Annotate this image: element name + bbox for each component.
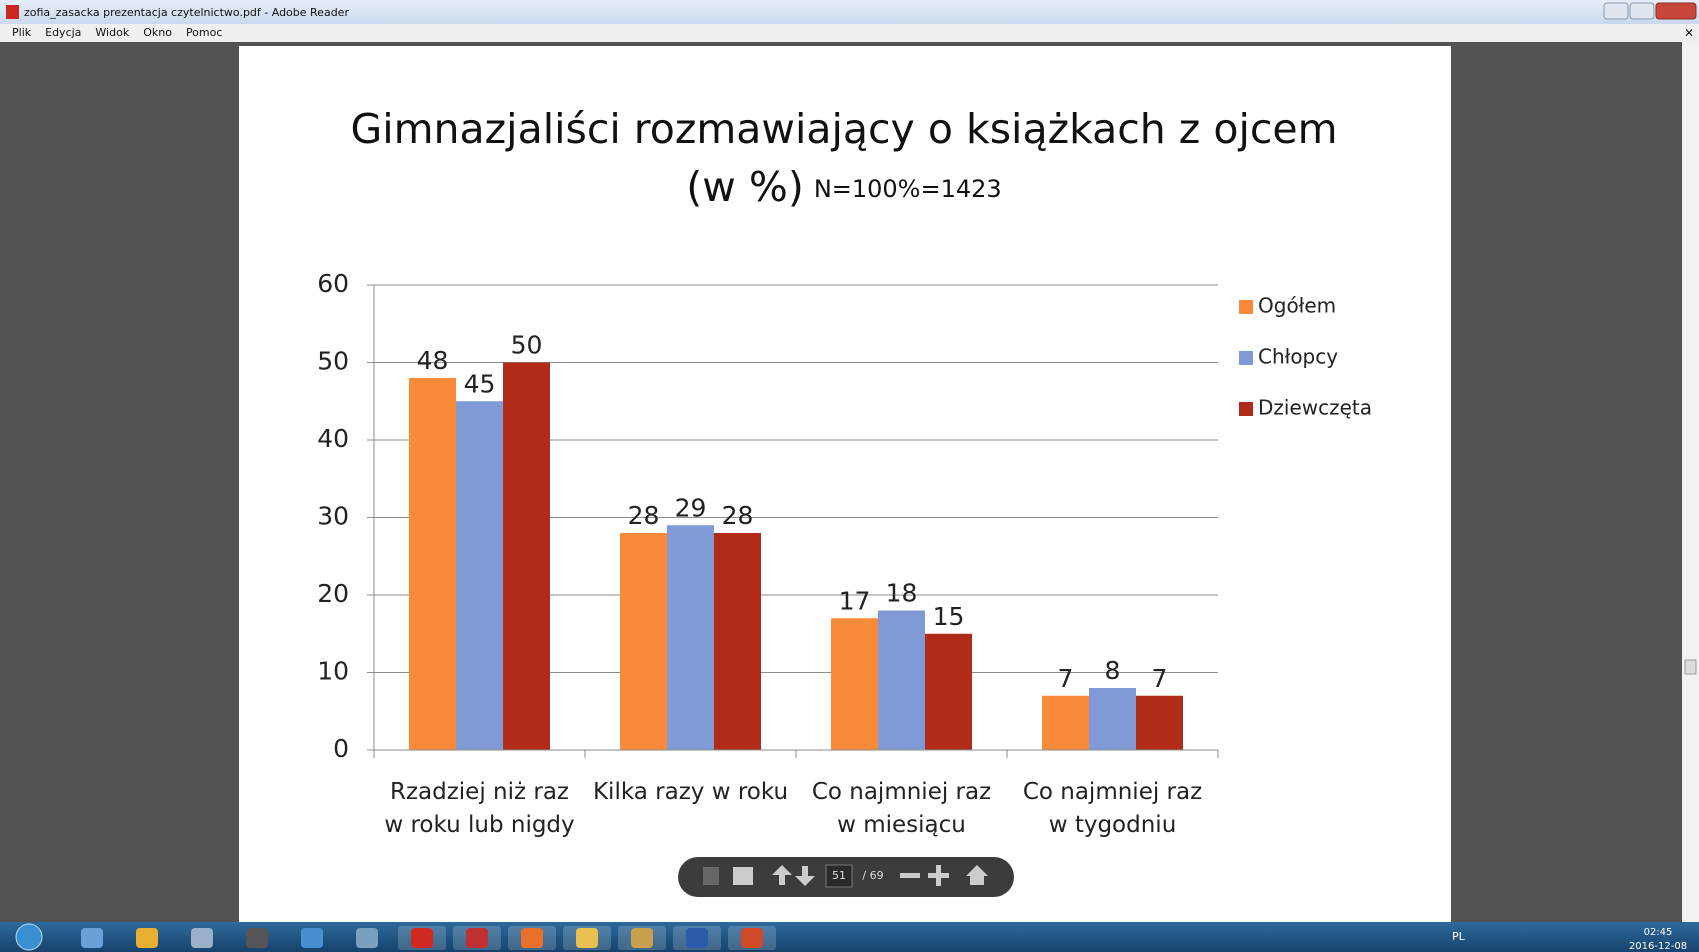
menu-item[interactable]: Plik xyxy=(12,26,32,39)
y-tick-label: 60 xyxy=(317,269,349,298)
app-icon xyxy=(466,928,488,948)
bar xyxy=(925,634,972,750)
app-icon xyxy=(521,928,543,948)
language: PL xyxy=(1452,930,1466,943)
app-icon xyxy=(136,928,158,948)
data-label: 28 xyxy=(628,501,660,530)
data-label: 50 xyxy=(511,331,543,360)
app-icon xyxy=(191,928,213,948)
start-button[interactable] xyxy=(16,924,42,950)
x-tick-label: Co najmniej raz w miesiącu xyxy=(799,776,1004,842)
screen: zofia_zasacka prezentacja czytelnictwo.p… xyxy=(0,0,1699,952)
legend-label: Dziewczęta xyxy=(1258,396,1372,420)
legend-swatch xyxy=(1239,402,1253,416)
bar xyxy=(409,378,456,750)
menu-item[interactable]: Widok xyxy=(95,26,129,39)
chart-note: N=100%=1423 xyxy=(814,175,1002,203)
clock-date: 2016-12-08 xyxy=(1629,941,1687,952)
y-tick-label: 30 xyxy=(317,502,349,531)
menu-item[interactable]: Pomoc xyxy=(186,26,222,39)
bar xyxy=(1042,696,1089,750)
scrollbar[interactable] xyxy=(1682,42,1699,922)
bar xyxy=(503,363,550,751)
y-tick-label: 20 xyxy=(317,579,349,608)
data-label: 28 xyxy=(722,501,754,530)
x-tick-label: Kilka razy w roku xyxy=(588,776,793,809)
bar xyxy=(831,618,878,750)
app-icon xyxy=(576,928,598,948)
app-icon xyxy=(301,928,323,948)
bar xyxy=(878,611,925,751)
clock-time: 02:45 xyxy=(1644,927,1673,938)
bar xyxy=(667,525,714,750)
data-label: 8 xyxy=(1105,656,1121,685)
app-icon xyxy=(81,928,103,948)
x-tick-label: Co najmniej raz w tygodniu xyxy=(1010,776,1215,842)
bar xyxy=(714,533,761,750)
legend-swatch xyxy=(1239,351,1253,365)
print-icon[interactable] xyxy=(733,867,753,885)
close-document[interactable]: × xyxy=(1684,26,1694,40)
data-label: 18 xyxy=(886,579,918,608)
y-tick-label: 10 xyxy=(317,657,349,686)
window-title: zofia_zasacka prezentacja czytelnictwo.p… xyxy=(24,6,349,19)
page-count: / 69 xyxy=(862,869,883,882)
app-icon xyxy=(356,928,378,948)
bar xyxy=(1089,688,1136,750)
app-icon xyxy=(246,928,268,948)
menu-item[interactable]: Edycja xyxy=(45,26,81,39)
y-tick-label: 40 xyxy=(317,424,349,453)
x-tick-label: Rzadziej niż raz w roku lub nigdy xyxy=(377,776,582,842)
data-label: 7 xyxy=(1152,664,1168,693)
app-icon xyxy=(631,928,653,948)
data-label: 29 xyxy=(675,493,707,522)
y-tick-label: 50 xyxy=(317,347,349,376)
app-icon xyxy=(6,5,19,19)
chart-title: Gimnazjaliści rozmawiający o książkach z… xyxy=(350,105,1337,153)
app-icon xyxy=(686,928,708,948)
maximize-button[interactable] xyxy=(1630,3,1654,19)
menu-bar xyxy=(0,24,1699,42)
data-label: 15 xyxy=(933,602,965,631)
data-label: 7 xyxy=(1058,664,1074,693)
chart-subtitle: (w %) xyxy=(686,163,804,211)
bar xyxy=(1136,696,1183,750)
bar xyxy=(620,533,667,750)
close-button[interactable] xyxy=(1656,3,1696,19)
save-icon[interactable] xyxy=(703,867,719,885)
legend-swatch xyxy=(1239,300,1253,314)
data-label: 17 xyxy=(839,586,871,615)
app-icon xyxy=(741,928,763,948)
minimize-button[interactable] xyxy=(1604,3,1628,19)
page-number: 51 xyxy=(832,869,846,882)
legend-label: Chłopcy xyxy=(1258,345,1338,369)
bar xyxy=(456,401,503,750)
data-label: 45 xyxy=(464,369,496,398)
app-icon xyxy=(411,928,433,948)
menu-item[interactable]: Okno xyxy=(143,26,172,39)
zoom-out[interactable] xyxy=(900,873,920,878)
scroll-thumb[interactable] xyxy=(1685,660,1696,674)
data-label: 48 xyxy=(417,346,449,375)
legend-label: Ogółem xyxy=(1258,294,1336,318)
y-tick-label: 0 xyxy=(333,734,349,763)
